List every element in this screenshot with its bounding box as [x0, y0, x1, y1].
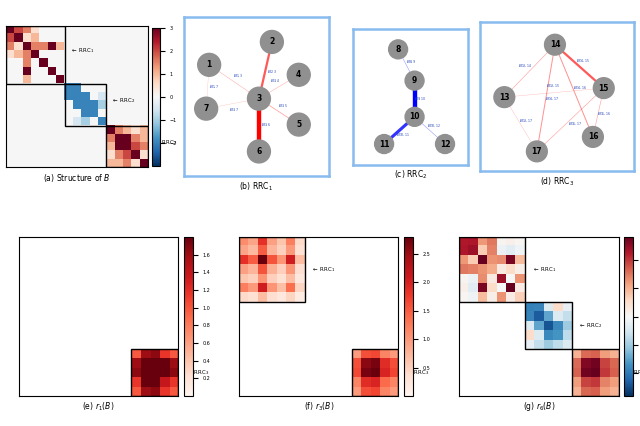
Circle shape: [195, 97, 218, 120]
Bar: [351, 349, 398, 396]
Text: $\leftarrow$ RRC$_2$: $\leftarrow$ RRC$_2$: [111, 96, 135, 105]
Text: $\leftarrow$ RRC$_3$: $\leftarrow$ RRC$_3$: [625, 368, 640, 377]
Text: 9: 9: [412, 76, 417, 85]
Text: 3: 3: [256, 94, 262, 103]
Text: 16: 16: [588, 132, 598, 141]
Text: $B_{15,16}$: $B_{15,16}$: [597, 110, 612, 118]
Text: $B_{14,17}$: $B_{14,17}$: [545, 95, 559, 103]
Text: $\leftarrow$ RRC$_1$: $\leftarrow$ RRC$_1$: [311, 265, 335, 274]
Bar: [239, 237, 305, 302]
Text: $B_{14,16}$: $B_{14,16}$: [573, 85, 587, 92]
Bar: [460, 237, 525, 302]
Bar: [106, 126, 148, 167]
Text: 11: 11: [379, 140, 389, 149]
Text: $\leftarrow$ RRC$_1$: $\leftarrow$ RRC$_1$: [531, 265, 556, 274]
Text: $B_{10,11}$: $B_{10,11}$: [396, 131, 410, 138]
X-axis label: (a) Structure of $B$: (a) Structure of $B$: [44, 172, 111, 184]
Text: $B_{14,15}$: $B_{14,15}$: [577, 58, 591, 66]
Text: 12: 12: [440, 140, 451, 149]
Text: $B_{15,17}$: $B_{15,17}$: [568, 121, 582, 128]
Text: 5: 5: [296, 120, 301, 129]
Text: 10: 10: [410, 112, 420, 121]
Text: 6: 6: [256, 147, 262, 156]
Circle shape: [405, 71, 424, 90]
Text: $\leftarrow$ RRC$_2$: $\leftarrow$ RRC$_2$: [579, 322, 602, 330]
Text: 8: 8: [396, 45, 401, 54]
Bar: [525, 302, 572, 349]
Text: 4: 4: [296, 70, 301, 79]
Text: $B_{3,4}$: $B_{3,4}$: [270, 77, 280, 84]
Circle shape: [248, 87, 270, 110]
X-axis label: (c) RRC$_2$: (c) RRC$_2$: [394, 169, 427, 181]
Text: 2: 2: [269, 37, 275, 46]
Text: 7: 7: [204, 104, 209, 113]
Circle shape: [545, 35, 565, 55]
X-axis label: (b) RRC$_1$: (b) RRC$_1$: [239, 181, 273, 193]
Circle shape: [388, 40, 408, 59]
Text: $\leftarrow$ RRC$_1$: $\leftarrow$ RRC$_1$: [70, 46, 93, 55]
Text: $B_{13,17}$: $B_{13,17}$: [519, 117, 533, 125]
X-axis label: (f) $r_3(B)$: (f) $r_3(B)$: [303, 400, 334, 413]
X-axis label: (e) $r_1(B)$: (e) $r_1(B)$: [83, 400, 115, 413]
Bar: [572, 349, 619, 396]
Circle shape: [287, 113, 310, 136]
Circle shape: [374, 135, 394, 153]
Text: 14: 14: [550, 40, 560, 49]
X-axis label: (d) RRC$_3$: (d) RRC$_3$: [540, 176, 574, 188]
Text: $\leftarrow$ RRC$_3$: $\leftarrow$ RRC$_3$: [185, 368, 209, 377]
Text: 15: 15: [598, 83, 609, 92]
Text: $\leftarrow$ RRC$_3$: $\leftarrow$ RRC$_3$: [405, 368, 429, 377]
Text: 17: 17: [532, 147, 542, 156]
Text: 13: 13: [499, 92, 509, 102]
X-axis label: (g) $r_6(B)$: (g) $r_6(B)$: [523, 400, 556, 413]
Circle shape: [248, 140, 270, 163]
Circle shape: [527, 141, 547, 162]
Text: $B_{3,6}$: $B_{3,6}$: [260, 121, 271, 129]
Text: $\leftarrow$ RRC$_3$: $\leftarrow$ RRC$_3$: [153, 138, 177, 147]
Circle shape: [287, 63, 310, 86]
Bar: [65, 84, 106, 126]
Circle shape: [198, 53, 221, 76]
Text: $B_{13,14}$: $B_{13,14}$: [518, 63, 532, 70]
Bar: [6, 26, 65, 84]
Text: $B_{3,5}$: $B_{3,5}$: [278, 102, 288, 109]
Circle shape: [593, 78, 614, 98]
Bar: [131, 349, 178, 396]
Text: $B_{10,12}$: $B_{10,12}$: [427, 122, 441, 130]
Text: $B_{1,7}$: $B_{1,7}$: [209, 83, 220, 91]
Text: $B_{9,10}$: $B_{9,10}$: [414, 95, 426, 103]
Text: $B_{3,7}$: $B_{3,7}$: [228, 106, 239, 114]
Text: $B_{13,15}$: $B_{13,15}$: [547, 83, 561, 90]
Text: $B_{2,3}$: $B_{2,3}$: [267, 68, 277, 76]
Circle shape: [436, 135, 454, 153]
Text: $B_{1,3}$: $B_{1,3}$: [233, 72, 243, 80]
Circle shape: [405, 107, 424, 127]
Text: $B_{8,9}$: $B_{8,9}$: [406, 58, 417, 66]
Circle shape: [260, 31, 284, 53]
Circle shape: [494, 87, 515, 107]
Text: 1: 1: [207, 60, 212, 69]
Circle shape: [582, 127, 604, 147]
